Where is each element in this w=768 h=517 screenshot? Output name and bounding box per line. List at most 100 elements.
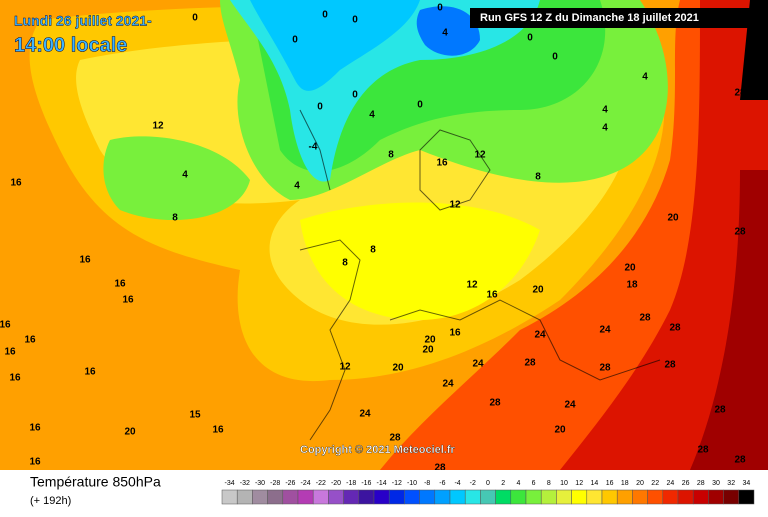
scale-swatch — [267, 489, 284, 505]
contour-label: 28 — [524, 358, 536, 369]
copyright: Copyright © 2021 Meteociel.fr — [300, 444, 456, 456]
contour-label: 8 — [342, 258, 348, 269]
scale-tick-label: 20 — [636, 480, 644, 487]
scale-tick-label: 10 — [560, 480, 568, 487]
contour-label: 16 — [114, 279, 126, 290]
forecast-time: 14:00 locale — [14, 34, 127, 56]
scale-swatch — [297, 489, 314, 505]
scale-swatch — [373, 489, 390, 505]
contour-label: -4 — [309, 142, 318, 153]
contour-label: 28 — [714, 405, 726, 416]
contour-label: 28 — [489, 398, 501, 409]
scale-tick-label: -12 — [392, 480, 402, 487]
map-field — [0, 0, 768, 470]
contour-label: 4 — [182, 170, 188, 181]
scale-tick-label: -20 — [331, 480, 341, 487]
contour-label: 8 — [370, 245, 376, 256]
contour-label: 24 — [599, 325, 611, 336]
contour-label: 12 — [339, 362, 351, 373]
scale-tick-label: 34 — [743, 480, 751, 487]
scale-tick-label: -32 — [240, 480, 250, 487]
contour-label: 20 — [392, 363, 404, 374]
contour-label: 0 — [552, 52, 558, 63]
contour-label: 28 — [669, 323, 681, 334]
legend-lead: (+ 192h) — [30, 495, 71, 507]
contour-label: 0 — [437, 3, 443, 14]
scale-tick-label: 22 — [651, 480, 659, 487]
scale-swatch — [586, 489, 603, 505]
scale-swatch — [525, 489, 542, 505]
contour-label: 0 — [192, 13, 198, 24]
scale-swatch — [282, 489, 299, 505]
forecast-date: Lundi 26 juillet 2021- — [14, 13, 152, 29]
contour-label: 15 — [189, 410, 201, 421]
contour-label: 12 — [474, 150, 486, 161]
contour-label: 4 — [602, 123, 608, 134]
contour-label: 20 — [424, 335, 436, 346]
contour-label: 28 — [734, 227, 746, 238]
scale-swatch — [328, 489, 344, 505]
scale-tick-label: 18 — [621, 480, 629, 487]
scale-swatch — [464, 489, 481, 505]
contour-label: 16 — [9, 373, 21, 384]
scale-swatch — [571, 489, 588, 505]
contour-label: 28 — [734, 455, 746, 466]
color-scale: -34 -32 -30 -28 -26 -24 -22 -20 -18 -16 -14 -12 -10-… — [221, 480, 755, 505]
scale-swatch — [601, 489, 618, 505]
contour-label: 0 — [317, 102, 323, 113]
contour-label: 12 — [449, 200, 461, 211]
contour-label: 20 — [667, 213, 679, 224]
contour-label: 8 — [535, 172, 541, 183]
scale-tick-label: 2 — [501, 480, 505, 487]
scale-swatch — [677, 489, 694, 505]
scale-tick-label: 8 — [547, 480, 551, 487]
scale-tick-label: -30 — [255, 480, 265, 487]
contour-label: 16 — [486, 290, 498, 301]
contour-label: 20 — [422, 345, 434, 356]
contour-label: 28 — [389, 433, 401, 444]
contour-label: 24 — [534, 330, 546, 341]
scale-tick-label: -10 — [407, 480, 417, 487]
contour-label: 0 — [417, 100, 423, 111]
contour-label: 16 — [24, 335, 36, 346]
scale-swatch — [252, 489, 268, 505]
scale-tick-label: -16 — [361, 480, 371, 487]
scale-swatch — [480, 489, 496, 505]
scale-tick-label: 30 — [712, 480, 720, 487]
contour-label: 4 — [294, 181, 300, 192]
scale-swatch — [510, 489, 527, 505]
contour-label: 28 — [599, 363, 611, 374]
contour-label: 24 — [442, 379, 454, 390]
contour-label: 28 — [697, 445, 709, 456]
contour-label: 12 — [466, 280, 478, 291]
legend-title: Température 850hPa — [30, 474, 161, 490]
scale-swatch — [388, 489, 405, 505]
contour-label: 16 — [84, 367, 96, 378]
contour-label: 16 — [212, 425, 224, 436]
scale-swatch — [738, 489, 755, 505]
contour-label: 8 — [388, 150, 394, 161]
contour-label: 16 — [29, 423, 41, 434]
contour-label: 28 — [639, 313, 651, 324]
run-label: Run GFS 12 Z du Dimanche 18 juillet 2021 — [480, 12, 699, 24]
scale-tick-label: -24 — [301, 480, 311, 487]
contour-label: 18 — [626, 280, 638, 291]
contour-label: 8 — [172, 213, 178, 224]
scale-tick-label: 28 — [697, 480, 705, 487]
scale-swatch — [312, 489, 329, 505]
contour-label: 16 — [436, 158, 448, 169]
scale-tick-label: -4 — [454, 480, 460, 487]
contour-label: 4 — [642, 72, 648, 83]
contour-label: 16 — [10, 178, 22, 189]
scale-swatch — [343, 489, 360, 505]
scale-tick-label: 0 — [486, 480, 490, 487]
contour-label: 16 — [122, 295, 134, 306]
contour-label: 16 — [0, 320, 11, 331]
run-box — [470, 8, 768, 28]
contour-label: 28 — [434, 463, 446, 474]
contour-label: 16 — [4, 347, 16, 358]
contour-label: 4 — [442, 28, 448, 39]
contour-label: 0 — [322, 10, 328, 21]
scale-tick-label: 24 — [667, 480, 675, 487]
contour-label: 4 — [369, 110, 375, 121]
